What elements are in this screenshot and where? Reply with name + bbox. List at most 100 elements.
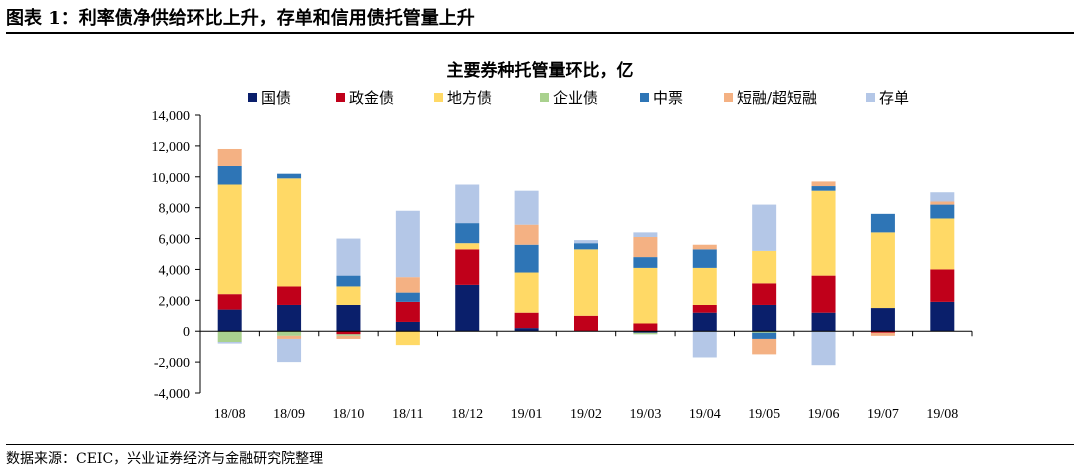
x-axis: 18/08 18/09 18/10 18/11 18/12 19/01 19/02 19/03… xyxy=(199,330,973,422)
bar-segment xyxy=(633,267,658,324)
legend-label: 存单 xyxy=(879,89,909,107)
bar-segment xyxy=(217,184,242,295)
legend-swatch xyxy=(724,93,733,102)
bar-segment xyxy=(277,304,302,332)
bar-segment xyxy=(574,315,598,332)
bar-segment xyxy=(870,308,895,332)
x-tick-label: 18/10 xyxy=(333,407,365,422)
y-tick-label: -4,000 xyxy=(154,387,190,402)
bar-segment xyxy=(692,267,717,305)
legend-swatch xyxy=(336,93,345,102)
bar-segment xyxy=(514,190,539,225)
x-tick-label: 19/03 xyxy=(629,407,661,422)
bar-segment xyxy=(633,331,658,333)
bar-segment xyxy=(692,244,717,250)
bar-segment xyxy=(336,304,361,332)
bar-segment xyxy=(752,250,777,284)
y-tick-label: 8,000 xyxy=(159,202,191,217)
y-tick-label: 2,000 xyxy=(159,294,191,309)
y-tick-label: 0 xyxy=(183,325,190,340)
bar-segment xyxy=(277,338,302,363)
bar-segment xyxy=(514,244,539,273)
legend-label: 政金债 xyxy=(349,89,394,107)
x-tick-label: 19/06 xyxy=(808,407,840,422)
bar-segment xyxy=(692,249,717,268)
bar-segment xyxy=(514,272,539,313)
bar-segment xyxy=(336,238,361,276)
y-tick-label: 6,000 xyxy=(159,233,191,248)
bar-segment xyxy=(752,304,777,332)
bar-segment xyxy=(514,312,539,329)
bar-segment xyxy=(514,328,539,332)
bar-segment xyxy=(870,332,895,336)
bar-segment xyxy=(930,269,955,302)
bar-segment xyxy=(217,342,242,344)
bar-segment xyxy=(752,338,777,355)
x-tick-label: 18/08 xyxy=(214,407,246,422)
y-tick-label: 14,000 xyxy=(152,109,191,124)
bar-segment xyxy=(574,240,598,244)
bar-segment xyxy=(752,332,777,339)
bar-segment xyxy=(692,304,717,313)
bar-segment xyxy=(811,190,836,276)
x-tick-label: 18/11 xyxy=(392,407,423,422)
bar-segment xyxy=(336,331,361,335)
x-tick-label: 19/01 xyxy=(511,407,543,422)
bar-segment xyxy=(870,213,895,233)
figure-header: 图表 1：利率债净供给环比上升，存单和信用债托管量上升 xyxy=(6,2,1074,34)
footer-rule xyxy=(6,444,1074,445)
bar-segment xyxy=(395,210,420,278)
legend-swatch xyxy=(640,93,649,102)
bar-segment xyxy=(633,323,658,332)
bar-segment xyxy=(277,178,302,287)
y-axis: -4,000 -2,000 0 2,000 4,000 6,000 8,000 10,000 1… xyxy=(152,109,201,402)
bar-segment xyxy=(455,223,480,244)
bar-segment xyxy=(395,331,420,346)
source-note: 数据来源：CEIC，兴业证券经济与金融研究院整理 xyxy=(6,451,324,467)
bar-segment xyxy=(455,243,480,250)
legend-swatch xyxy=(540,93,549,102)
bar-segment xyxy=(930,218,955,270)
bar-segment xyxy=(336,334,361,336)
x-tick-label: 19/04 xyxy=(689,407,721,422)
bar-segment xyxy=(217,294,242,310)
bar-segment xyxy=(752,331,777,333)
y-tick-label: 12,000 xyxy=(152,140,191,155)
bar-segment xyxy=(752,283,777,305)
bar-segment xyxy=(455,184,480,224)
chart-legend: 国债 政金债 地方债 企业债 中票 短融/超短融 存单 xyxy=(248,89,909,107)
bar-segment xyxy=(811,312,836,332)
bar-segment xyxy=(574,249,598,316)
bar-segment xyxy=(277,335,302,339)
bar-segment xyxy=(870,331,895,333)
bar-segment xyxy=(811,275,836,313)
bar-segment xyxy=(277,173,302,179)
bar-segment xyxy=(514,224,539,245)
x-tick-label: 19/08 xyxy=(926,407,958,422)
x-tick-label: 19/05 xyxy=(748,407,780,422)
stacked-bar-chart: 主要券种托管量环比，亿 国债 政金债 地方债 企业债 中票 短融/超短融 存单 -4,000… xyxy=(152,60,973,422)
bar-segment xyxy=(217,331,242,343)
bar-segment xyxy=(395,277,420,293)
bar-segment xyxy=(217,309,242,332)
bar-segment xyxy=(930,204,955,219)
bar-segment xyxy=(277,331,302,336)
legend-label: 企业债 xyxy=(553,89,598,107)
y-tick-label: 4,000 xyxy=(159,263,191,278)
legend-label: 地方债 xyxy=(447,89,492,107)
chart-title: 主要券种托管量环比，亿 xyxy=(447,60,634,81)
bar-segment xyxy=(395,321,420,332)
bar-segment xyxy=(217,165,242,185)
legend-swatch xyxy=(434,93,443,102)
bar-segment xyxy=(870,232,895,309)
figure-title: 图表 1：利率债净供给环比上升，存单和信用债托管量上升 xyxy=(6,8,475,29)
x-tick-label: 18/12 xyxy=(451,407,483,422)
bar-segment xyxy=(336,335,361,339)
bar-segment xyxy=(811,186,836,191)
legend-swatch xyxy=(866,93,875,102)
legend-label: 国债 xyxy=(261,89,291,107)
bar-segment xyxy=(633,332,658,335)
bar-segment xyxy=(930,201,955,205)
bar-segment xyxy=(336,286,361,305)
legend-label: 短融/超短融 xyxy=(737,89,817,107)
